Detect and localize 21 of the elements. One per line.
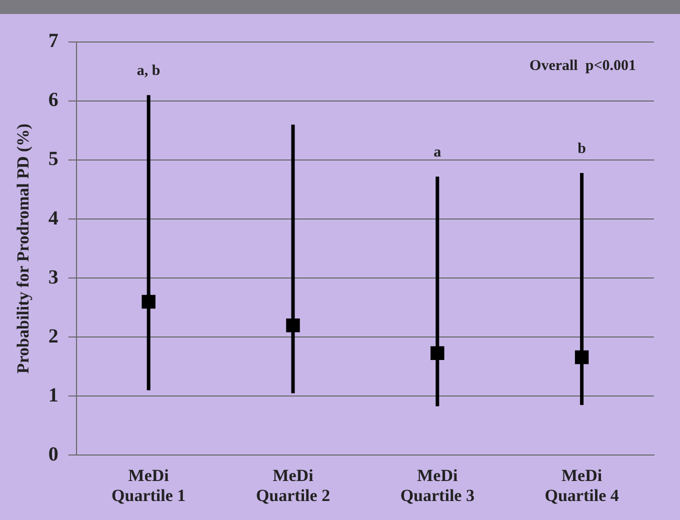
y-tick-label: 2	[48, 325, 58, 348]
annotation: Overall p<0.001	[530, 58, 636, 74]
annotation: b	[578, 140, 586, 157]
y-tick-label: 3	[48, 266, 58, 288]
annotation: a, b	[136, 63, 160, 79]
y-tick-label: 7	[48, 30, 58, 52]
y-tick-label: 5	[48, 148, 58, 170]
point	[286, 318, 300, 332]
x-tick-label: MeDi Quartile 4	[544, 466, 620, 506]
y-tick-label: 6	[48, 89, 58, 112]
x-tick-label: MeDi Quartile 1	[112, 466, 186, 506]
y-axis-title: Probability for Prodromal PD (%)	[14, 124, 33, 374]
y-tick-label: 1	[48, 384, 58, 406]
x-tick-label: MeDi Quartile 2	[256, 466, 330, 506]
y-tick-label: 4	[48, 207, 58, 230]
annotation: a	[434, 144, 442, 160]
point	[574, 350, 589, 364]
x-tick-label: MeDi Quartile 3	[400, 466, 474, 506]
point	[430, 346, 444, 360]
point	[142, 294, 156, 309]
y-tick-label: 0	[48, 443, 58, 466]
